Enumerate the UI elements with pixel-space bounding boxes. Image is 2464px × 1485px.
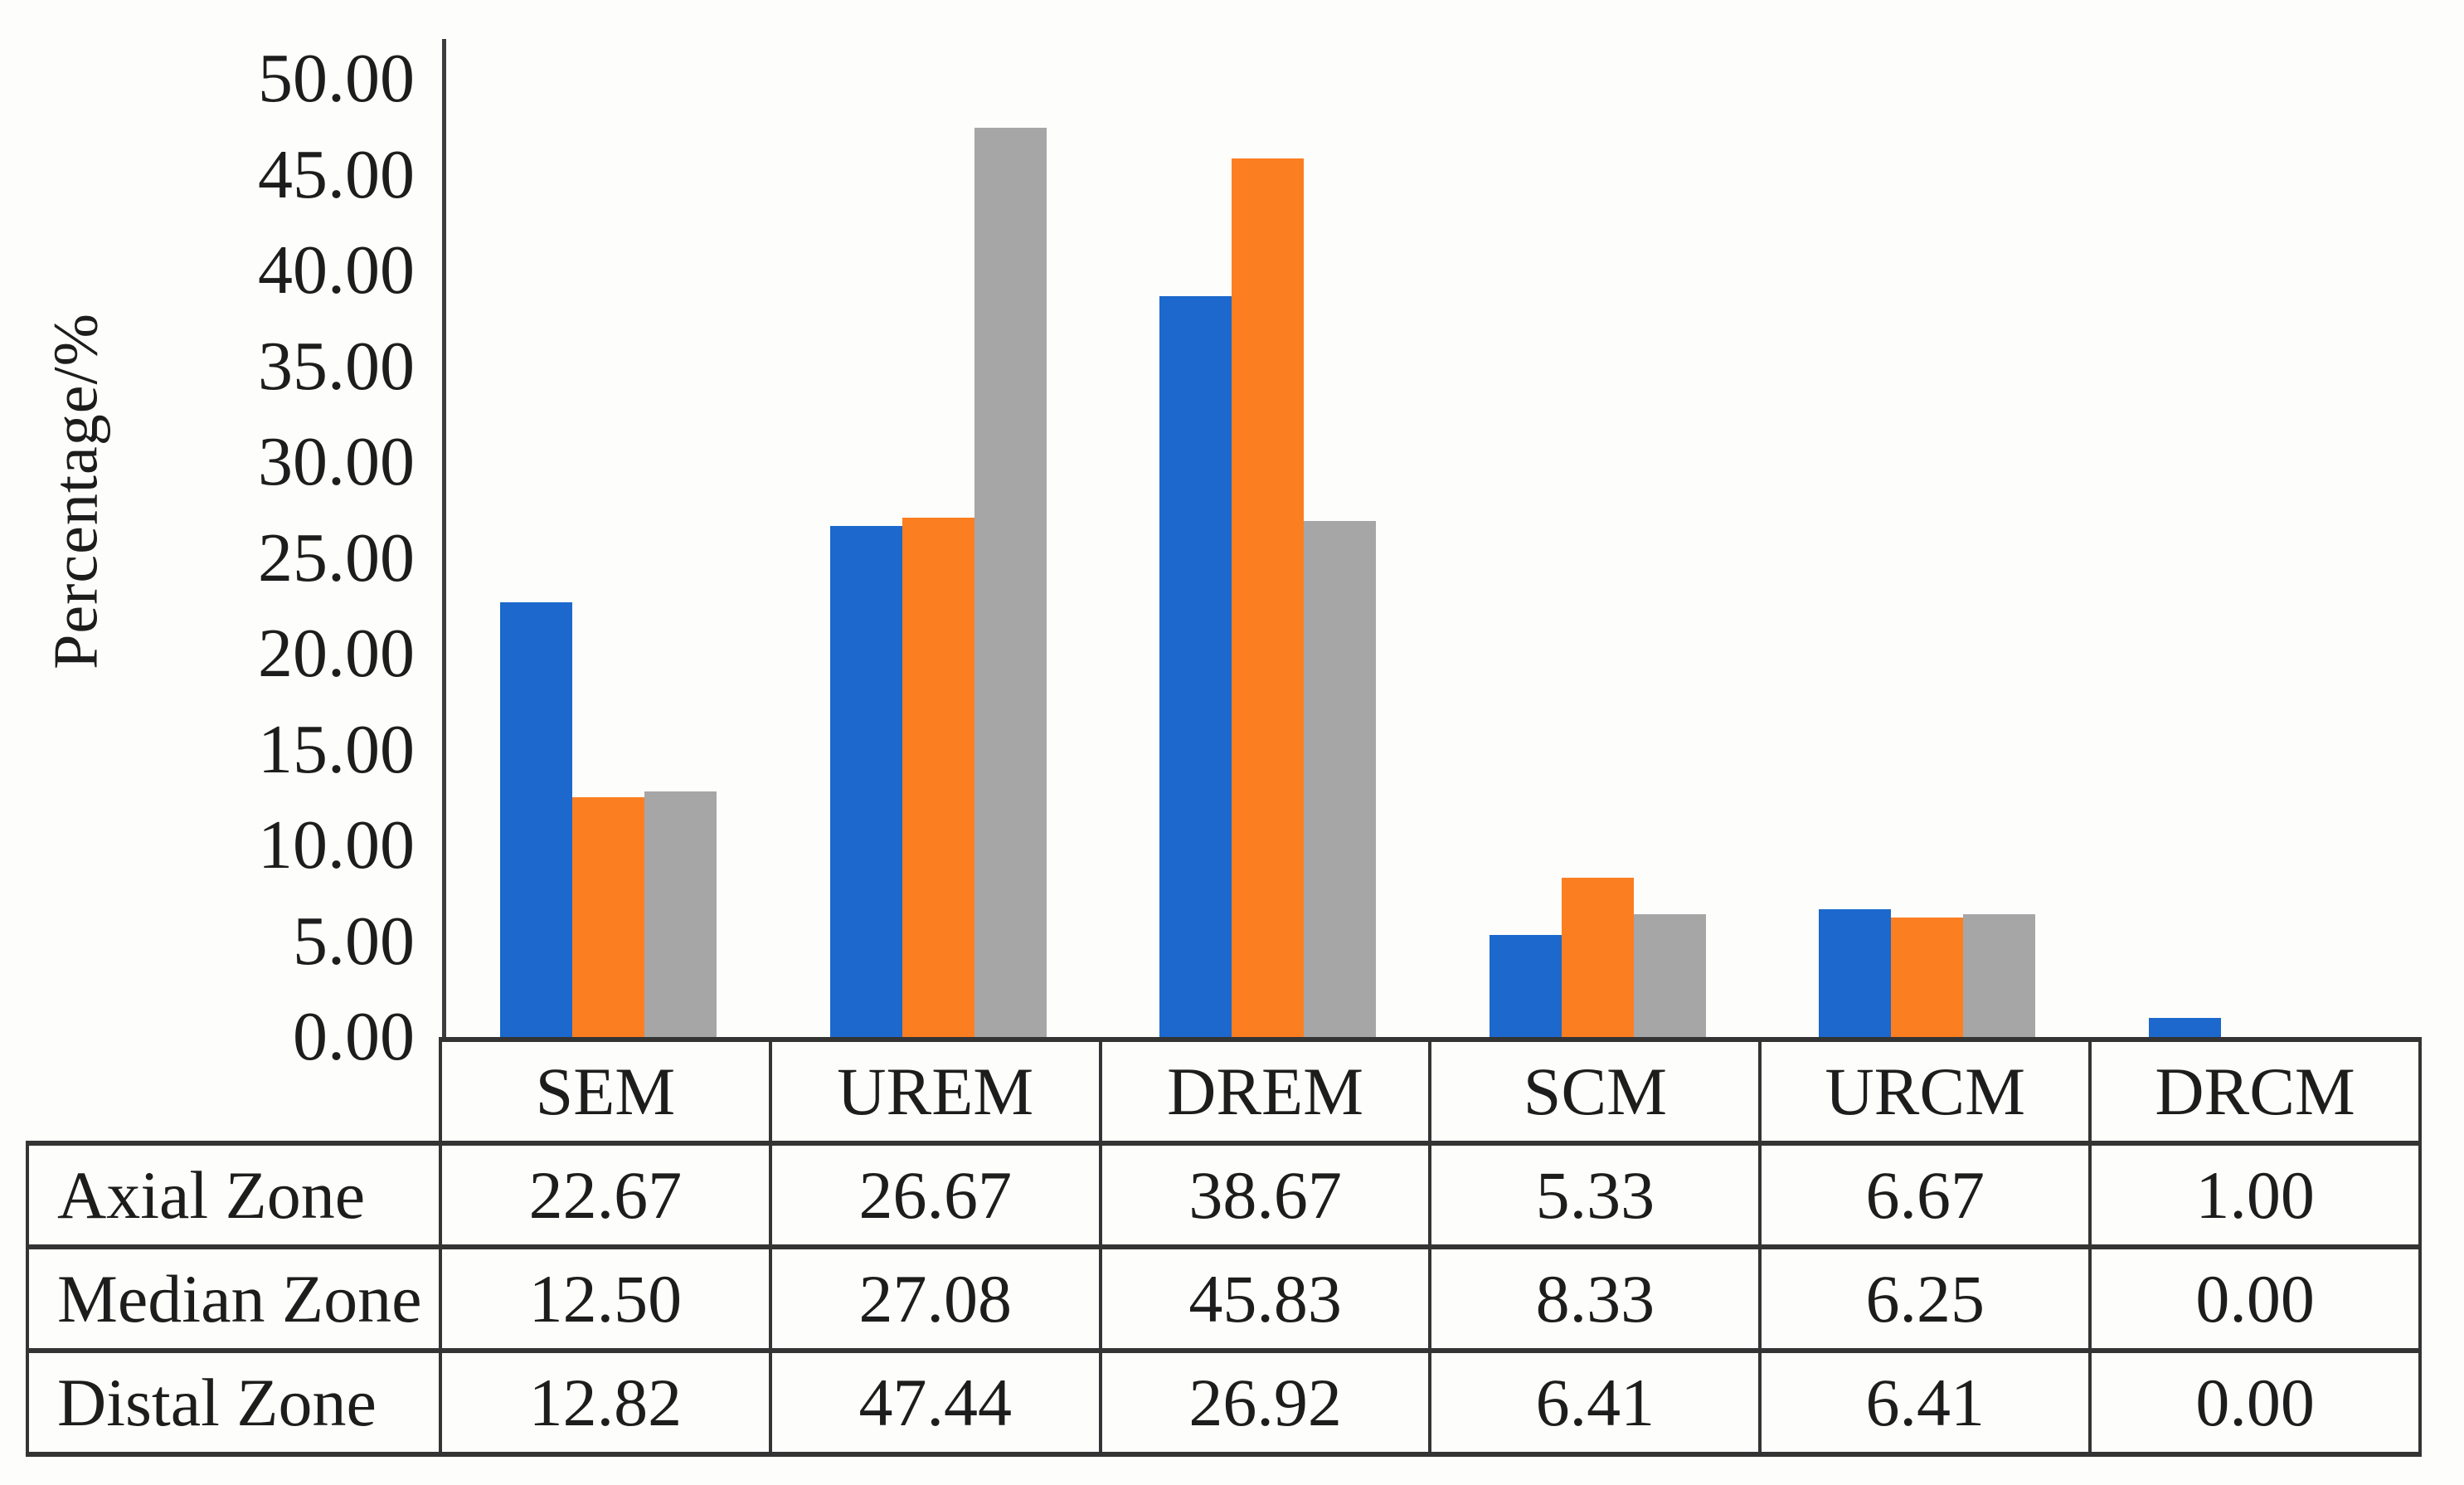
bar-distal-zone-urcm <box>1963 914 2035 1037</box>
bar-median-zone-drem <box>1232 158 1304 1037</box>
y-tick-label: 45.00 <box>258 136 415 213</box>
row-header: Median Zone <box>26 1244 442 1353</box>
table-cell-axial-zone-scm: 5.33 <box>1428 1141 1762 1249</box>
bar-distal-zone-scm <box>1634 914 1706 1037</box>
table-cell-median-zone-urem: 27.08 <box>768 1244 1102 1353</box>
table-cell-distal-zone-urem: 47.44 <box>768 1348 1102 1457</box>
table-cell-axial-zone-drem: 38.67 <box>1098 1141 1432 1249</box>
table-cell-distal-zone-sem: 12.82 <box>439 1348 772 1457</box>
table-cell-median-zone-sem: 12.50 <box>439 1244 772 1353</box>
table-row-axial-zone: Axial Zone 22.67 26.67 38.67 5.33 6.67 1.00 <box>26 1141 2422 1249</box>
row-header: Axial Zone <box>26 1141 442 1249</box>
y-tick-label: 5.00 <box>293 903 415 980</box>
table-row-distal-zone: Distal Zone 12.82 47.44 26.92 6.41 6.41 0.00 <box>26 1348 2422 1457</box>
y-axis-title: Percentage/% <box>41 313 111 669</box>
table-cell-median-zone-scm: 8.33 <box>1428 1244 1762 1353</box>
table-cell-median-zone-drem: 45.83 <box>1098 1244 1432 1353</box>
y-tick-label: 35.00 <box>258 328 415 405</box>
table-cell-median-zone-drcm: 0.00 <box>2088 1244 2422 1353</box>
bar-distal-zone-sem <box>644 791 717 1037</box>
column-header-urem: UREM <box>768 1037 1102 1146</box>
table-cell-axial-zone-urcm: 6.67 <box>1758 1141 2092 1249</box>
table-cell-axial-zone-urem: 26.67 <box>768 1141 1102 1249</box>
table-corner-empty-cell <box>27 1040 440 1143</box>
column-header-drem: DREM <box>1098 1037 1432 1146</box>
bar-median-zone-urem <box>902 518 974 1037</box>
bar-axial-zone-urem <box>830 526 902 1037</box>
bar-median-zone-urcm <box>1891 918 1963 1037</box>
bar-distal-zone-drem <box>1304 521 1376 1037</box>
column-header-sem: SEM <box>439 1037 772 1146</box>
table-cell-median-zone-urcm: 6.25 <box>1758 1244 2092 1353</box>
table-row-median-zone: Median Zone 12.50 27.08 45.83 8.33 6.25 0.00 <box>26 1244 2422 1353</box>
column-header-scm: SCM <box>1428 1037 1762 1146</box>
table-header-row: SEM UREM DREM SCM URCM DRCM <box>27 1037 2422 1146</box>
y-tick-label: 30.00 <box>258 423 415 500</box>
bar-axial-zone-urcm <box>1819 909 1891 1037</box>
bar-median-zone-scm <box>1562 878 1634 1037</box>
bar-axial-zone-scm <box>1490 935 1562 1037</box>
table-cell-distal-zone-urcm: 6.41 <box>1758 1348 2092 1457</box>
data-table: SEM UREM DREM SCM URCM DRCM Axial Zone 22.67 26.… <box>26 1037 2422 1457</box>
y-tick-label: 10.00 <box>258 806 415 884</box>
bar-axial-zone-drcm <box>2149 1018 2221 1037</box>
y-tick-label: 50.00 <box>258 40 415 117</box>
bar-median-zone-sem <box>572 797 644 1037</box>
column-header-urcm: URCM <box>1758 1037 2092 1146</box>
table-cell-distal-zone-drcm: 0.00 <box>2088 1348 2422 1457</box>
y-axis-line <box>442 39 446 1037</box>
table-cell-distal-zone-scm: 6.41 <box>1428 1348 1762 1457</box>
bar-axial-zone-sem <box>500 602 572 1037</box>
bar-axial-zone-drem <box>1159 296 1232 1037</box>
table-cell-distal-zone-drem: 26.92 <box>1098 1348 1432 1457</box>
column-header-drcm: DRCM <box>2088 1037 2422 1146</box>
row-header: Distal Zone <box>26 1348 442 1457</box>
y-tick-label: 25.00 <box>258 519 415 596</box>
bar-distal-zone-urem <box>974 128 1047 1037</box>
y-tick-label: 0.00 <box>293 998 415 1075</box>
table-cell-axial-zone-drcm: 1.00 <box>2088 1141 2422 1249</box>
y-tick-label: 15.00 <box>258 711 415 788</box>
y-tick-label: 40.00 <box>258 231 415 309</box>
y-tick-label: 20.00 <box>258 615 415 692</box>
table-cell-axial-zone-sem: 22.67 <box>439 1141 772 1249</box>
